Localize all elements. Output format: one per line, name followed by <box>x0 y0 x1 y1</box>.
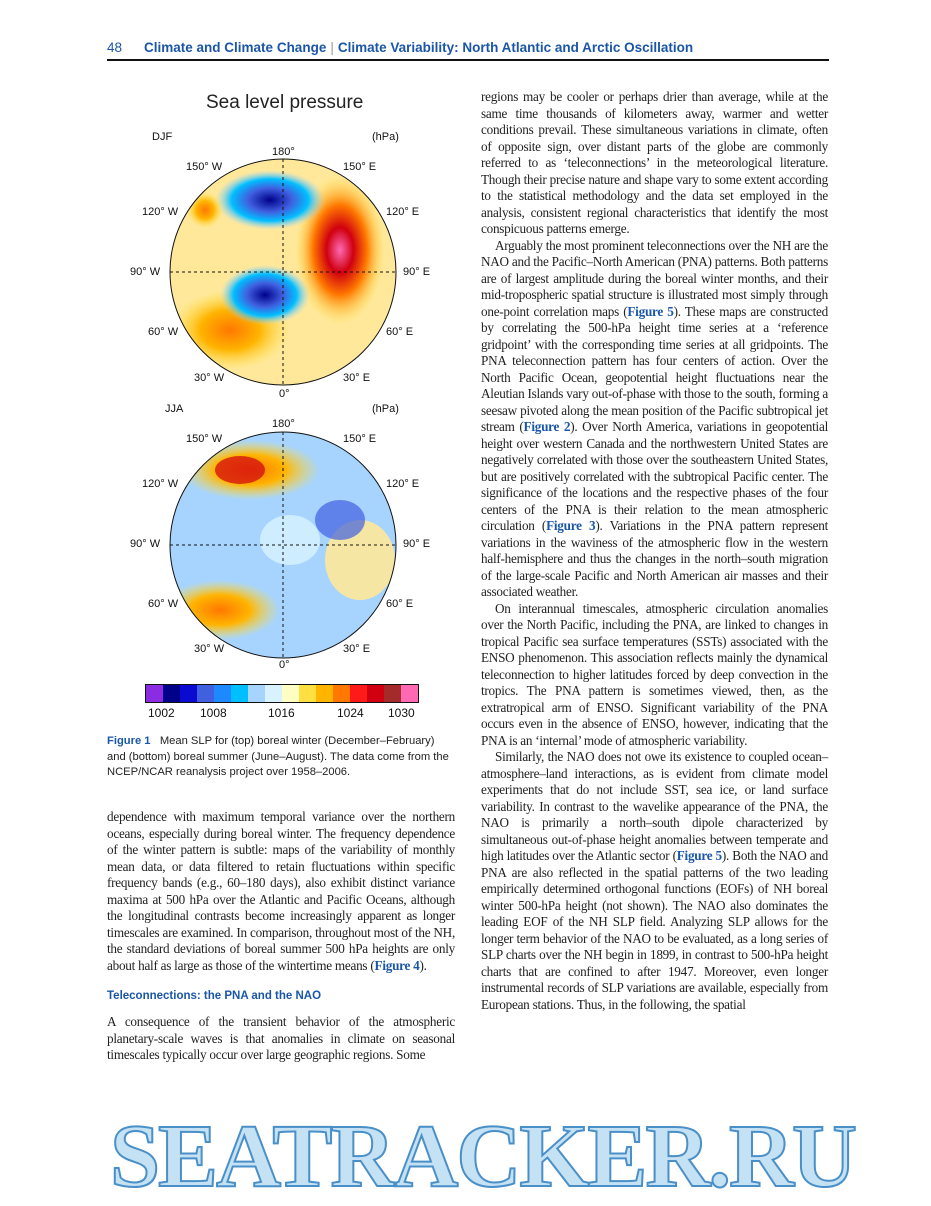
lon-label: 60° W <box>148 598 179 610</box>
lon-label: 150° E <box>343 161 377 173</box>
figure-caption: Figure 1 Mean SLP for (top) boreal winte… <box>107 734 455 781</box>
watermark: SEATRACKER.RU <box>109 1107 858 1206</box>
lon-label: 60° E <box>386 326 414 338</box>
lon-label: 0° <box>279 659 290 671</box>
lon-label: 180° <box>272 418 295 430</box>
lon-label: 90° E <box>403 538 431 550</box>
colorbar-tick: 1008 <box>200 706 227 720</box>
caption-text: Mean SLP for (top) boreal winter (Decemb… <box>107 735 449 778</box>
colorbar-tick: 1002 <box>148 706 175 720</box>
lon-label: 180° <box>272 146 295 158</box>
colorbar-swatch <box>231 685 248 702</box>
colorbar-swatch <box>163 685 180 702</box>
colorbar-tick: 1024 <box>337 706 364 720</box>
lon-label: 90° W <box>130 266 161 278</box>
colorbar-swatch <box>248 685 265 702</box>
paragraph: regions may be cooler or perhaps drier t… <box>481 89 828 236</box>
lon-label: 0° <box>279 388 290 400</box>
figure-link[interactable]: Figure 5 <box>627 303 674 319</box>
lon-label: 120° E <box>386 478 420 490</box>
right-column: regions may be cooler or perhaps drier t… <box>481 89 828 1013</box>
paragraph: A consequence of the transient behavior … <box>107 1014 455 1062</box>
colorbar-swatch <box>316 685 333 702</box>
chapter-title: Climate Variability: North Atlantic and … <box>337 40 694 55</box>
djf-map <box>170 159 396 385</box>
lon-label: 30° E <box>343 643 371 655</box>
figure-link[interactable]: Figure 4 <box>374 957 420 973</box>
lon-label: 150° W <box>186 161 223 173</box>
paragraph: Arguably the most prominent teleconnecti… <box>481 237 828 600</box>
lon-label: 90° E <box>403 266 431 278</box>
season-label: DJF <box>152 131 173 143</box>
lon-label: 30° W <box>194 372 225 384</box>
colorbar-swatch <box>214 685 231 702</box>
paragraph: Similarly, the NAO does not owe its exis… <box>481 749 828 1012</box>
unit-label: (hPa) <box>372 403 399 415</box>
colorbar-swatch <box>146 685 163 702</box>
section-heading: Teleconnections: the PNA and the NAO <box>107 990 322 1002</box>
paragraph: On interannual timescales, atmospheric c… <box>481 600 828 748</box>
page-number: 48 <box>107 40 123 55</box>
unit-label: (hPa) <box>372 131 399 143</box>
header-rule <box>107 59 829 61</box>
lon-label: 150° W <box>186 433 223 445</box>
left-column: dependence with maximum temporal varianc… <box>107 809 455 1064</box>
figure-link[interactable]: Figure 3 <box>546 518 596 533</box>
colorbar-swatch <box>367 685 384 702</box>
lon-label: 60° E <box>386 598 414 610</box>
lon-label: 90° W <box>130 538 161 550</box>
season-label: JJA <box>165 403 184 415</box>
slp-maps <box>169 158 397 659</box>
colorbar <box>145 684 419 703</box>
lon-label: 60° W <box>148 326 179 338</box>
lon-label: 120° E <box>386 206 420 218</box>
colorbar-swatch <box>180 685 197 702</box>
lon-label: 150° E <box>343 433 377 445</box>
colorbar-swatch <box>384 685 401 702</box>
colorbar-tick: 1030 <box>388 706 415 720</box>
paragraph: dependence with maximum temporal varianc… <box>107 809 455 973</box>
colorbar-swatch <box>401 685 418 702</box>
colorbar-swatch <box>282 685 299 702</box>
colorbar-swatch <box>333 685 350 702</box>
lon-label: 120° W <box>142 206 179 218</box>
caption-label: Figure 1 <box>107 735 151 747</box>
lon-label: 30° E <box>343 372 371 384</box>
figure-title: Sea level pressure <box>206 92 364 113</box>
colorbar-swatch <box>265 685 282 702</box>
lon-label: 120° W <box>142 478 179 490</box>
figure-link[interactable]: Figure 2 <box>523 419 571 434</box>
running-header: 48 Climate and Climate Change | Climate Var… <box>107 40 829 55</box>
header-separator: | <box>330 40 334 55</box>
colorbar-swatch <box>350 685 367 702</box>
figure-link[interactable]: Figure 5 <box>676 848 722 863</box>
colorbar-swatch <box>197 685 214 702</box>
colorbar-tick: 1016 <box>268 706 295 720</box>
lon-label: 30° W <box>194 643 225 655</box>
book-title: Climate and Climate Change <box>144 40 327 55</box>
colorbar-swatch <box>299 685 316 702</box>
